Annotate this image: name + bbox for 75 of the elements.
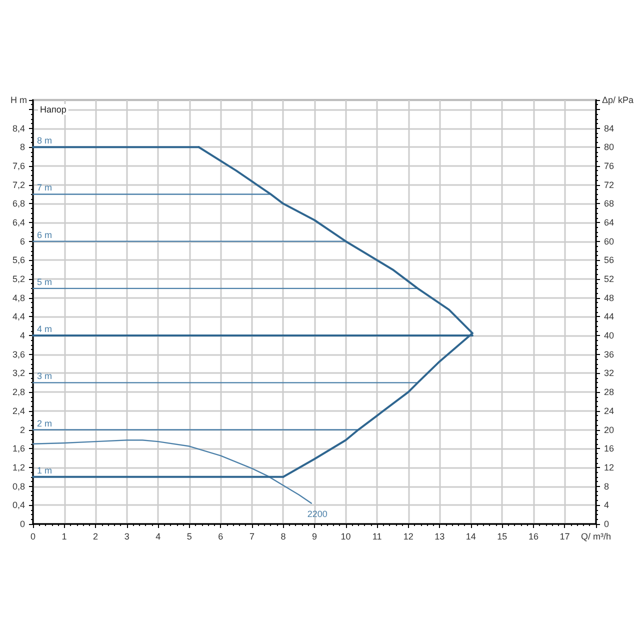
x-tick-label: 9: [312, 532, 318, 542]
y2-tick-label: 52: [604, 274, 614, 284]
y-tick-label: 5,2: [12, 274, 25, 284]
y-tick-label: 2,8: [12, 387, 25, 398]
y-tick-label: 4,4: [12, 312, 25, 322]
y-tick-label: 8: [20, 142, 25, 152]
x-tick-label: 1: [62, 532, 67, 542]
y2-tick-label: 36: [604, 349, 614, 360]
y2-tick-label: 24: [604, 406, 614, 416]
x-tick-label: 14: [466, 532, 476, 542]
y-tick-label: 4: [20, 330, 25, 341]
y-tick-label: 3,6: [12, 349, 25, 360]
y2-tick-label: 68: [604, 198, 614, 209]
x-tick-label: 17: [560, 532, 570, 542]
y-tick-label: 0,4: [12, 500, 25, 510]
x-tick-label: 15: [497, 532, 508, 542]
series-label: 8 m: [37, 136, 52, 146]
y2-tick-label: 16: [604, 444, 614, 454]
x-tick-label: 5: [186, 532, 192, 542]
y-tick-label: 4,8: [12, 292, 25, 303]
y2-tick-label: 76: [604, 160, 614, 171]
y-tick-label: 2: [20, 424, 25, 435]
y-tick-label: 6: [20, 236, 25, 246]
y-tick-label: 8,4: [12, 123, 25, 134]
x-tick-label: 3: [124, 532, 130, 542]
y-tick-label: 0: [20, 519, 25, 529]
y-tick-label: 7,6: [12, 160, 25, 171]
y-tick-label: 2,4: [12, 406, 25, 416]
y2-tick-label: 4: [604, 500, 610, 510]
x-tick-label: 11: [372, 532, 382, 542]
series-label: 2 m: [37, 418, 52, 428]
y2-tick-label: 48: [604, 292, 614, 303]
y-tick-label: 0,8: [12, 481, 25, 492]
y2-tick-label: 40: [604, 330, 614, 341]
series-label: 6 m: [37, 230, 52, 240]
series-label: 3 m: [37, 371, 52, 382]
y-tick-label: 5,6: [12, 255, 25, 266]
x-axis-title: Q/ m³/h: [580, 532, 612, 542]
x-tick-label: 2: [93, 532, 98, 542]
y2-tick-label: 72: [604, 180, 614, 190]
y-tick-label: 7,2: [12, 180, 25, 190]
x-tick-label: 7: [249, 532, 254, 542]
x-tick-label: 8: [280, 532, 286, 542]
y2-tick-label: 44: [604, 312, 614, 322]
x-tick-label: 0: [30, 532, 36, 542]
y2-tick-label: 56: [604, 255, 614, 266]
y-tick-label: 1,6: [12, 444, 25, 454]
y2-tick-label: 80: [604, 142, 614, 152]
annotation: Напор: [40, 104, 66, 114]
y-tick-label: 3,2: [12, 368, 25, 378]
series-label: 2200: [307, 508, 328, 519]
y2-tick-label: 28: [604, 387, 614, 398]
y2-tick-label: 60: [604, 236, 614, 246]
y2-axis-title: Δp/ kPa: [602, 95, 634, 105]
x-tick-label: 16: [528, 532, 538, 542]
y2-tick-label: 8: [604, 481, 610, 492]
series-label: 4 m: [37, 324, 52, 334]
y2-tick-label: 64: [604, 217, 614, 228]
y-axis-title: H m: [10, 95, 27, 105]
series-label: 7 m: [37, 182, 52, 193]
y2-tick-label: 12: [604, 462, 614, 472]
y2-tick-label: 84: [604, 123, 614, 134]
y2-tick-label: 32: [604, 368, 614, 378]
y-tick-label: 6,8: [12, 198, 25, 209]
series-label: 1 m: [37, 465, 52, 476]
y2-tick-label: 20: [604, 424, 614, 435]
x-tick-label: 12: [403, 532, 414, 542]
x-tick-label: 4: [156, 532, 161, 542]
y-tick-label: 6,4: [12, 217, 25, 228]
y-tick-label: 1,2: [12, 462, 25, 472]
x-tick-label: 10: [340, 532, 351, 542]
x-tick-label: 6: [218, 532, 224, 542]
series-label: 5 m: [37, 276, 52, 287]
x-tick-label: 13: [434, 532, 445, 542]
y2-tick-label: 0: [604, 519, 610, 529]
